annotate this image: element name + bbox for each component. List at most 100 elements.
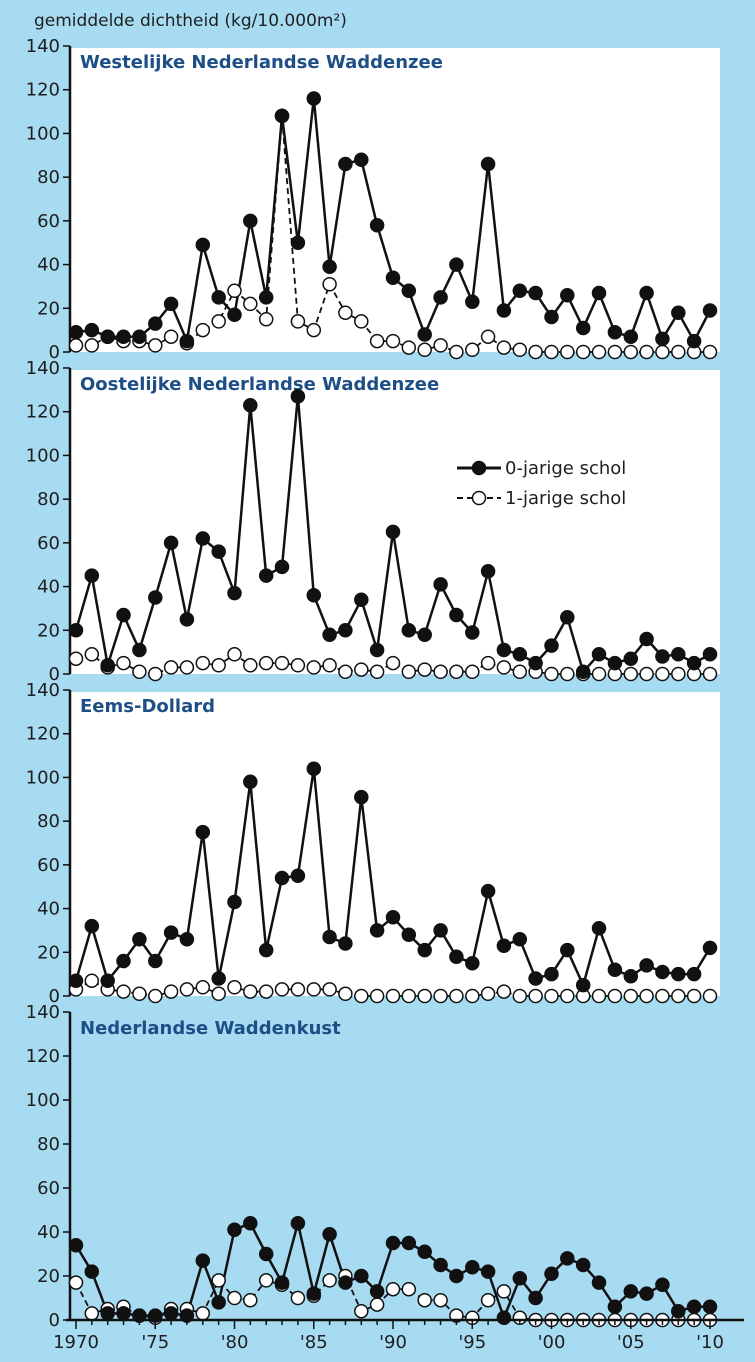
data-point-1-jarige <box>496 984 512 999</box>
y-tick-label: 120 <box>26 402 60 423</box>
data-point-1-jarige <box>496 340 512 355</box>
data-point-1-jarige <box>480 1292 496 1308</box>
data-point-0-jarige <box>195 1253 211 1268</box>
data-point-1-jarige <box>68 1275 84 1290</box>
data-point-1-jarige <box>258 311 274 327</box>
data-point-1-jarige <box>354 988 369 1004</box>
data-point-0-jarige <box>148 316 163 331</box>
data-point-1-jarige <box>560 988 575 1004</box>
data-point-1-jarige <box>655 666 670 682</box>
data-point-1-jarige <box>671 344 686 360</box>
data-point-0-jarige <box>338 936 353 951</box>
data-point-1-jarige <box>290 314 306 329</box>
data-point-0-jarige <box>480 156 496 172</box>
data-point-1-jarige <box>306 982 322 997</box>
data-point-0-jarige <box>306 1286 322 1301</box>
data-point-0-jarige <box>449 257 464 272</box>
data-point-1-jarige <box>116 984 131 999</box>
data-point-0-jarige <box>227 894 242 910</box>
data-point-1-jarige <box>496 660 512 675</box>
data-point-0-jarige <box>575 320 591 336</box>
data-point-0-jarige <box>591 285 607 301</box>
data-point-1-jarige <box>623 344 639 360</box>
data-point-1-jarige <box>306 660 322 675</box>
data-point-0-jarige <box>211 290 226 305</box>
data-point-0-jarige <box>306 761 322 776</box>
data-point-0-jarige <box>274 559 290 575</box>
data-point-0-jarige <box>702 1299 718 1315</box>
data-point-1-jarige <box>369 333 385 349</box>
data-point-1-jarige <box>306 322 322 338</box>
data-point-0-jarige <box>401 927 417 943</box>
data-point-0-jarige <box>686 1299 702 1315</box>
x-tick-label: '90 <box>379 1332 407 1353</box>
x-tick-label: 1970 <box>53 1332 99 1353</box>
data-point-1-jarige <box>496 1284 512 1299</box>
x-axis: 1970 '75 '80 '85 '90 '95 '00 '05 '10 <box>53 1318 744 1353</box>
data-point-0-jarige <box>132 931 147 947</box>
data-point-0-jarige <box>274 108 290 124</box>
data-point-1-jarige <box>211 658 226 673</box>
legend: 0-jarige schol 1-jarige schol <box>457 458 626 509</box>
data-point-0-jarige <box>258 942 274 958</box>
data-point-0-jarige <box>243 774 258 790</box>
panel-title: Oostelijke Nederlandse Waddenzee <box>80 374 439 395</box>
data-point-1-jarige <box>148 988 163 1004</box>
data-point-1-jarige <box>607 344 623 360</box>
data-point-1-jarige <box>322 982 337 997</box>
y-tick-label: 40 <box>37 577 60 598</box>
data-point-0-jarige <box>211 1295 226 1310</box>
legend-marker-1-jarige <box>471 490 487 506</box>
data-point-1-jarige <box>354 662 369 677</box>
data-point-1-jarige <box>84 338 100 353</box>
data-point-0-jarige <box>84 1264 100 1279</box>
data-point-0-jarige <box>623 651 639 666</box>
data-point-1-jarige <box>195 322 211 338</box>
data-point-0-jarige <box>528 971 543 986</box>
data-point-0-jarige <box>544 638 559 653</box>
data-point-0-jarige <box>671 966 686 982</box>
data-point-1-jarige <box>290 982 306 997</box>
data-point-1-jarige <box>274 982 290 997</box>
data-point-1-jarige <box>163 984 179 999</box>
data-point-1-jarige <box>163 660 179 675</box>
y-tick-label: 100 <box>26 445 60 466</box>
data-point-0-jarige <box>496 938 512 953</box>
data-point-1-jarige <box>623 988 639 1004</box>
data-point-0-jarige <box>512 283 528 299</box>
data-point-0-jarige <box>258 290 274 305</box>
data-point-1-jarige <box>401 1281 417 1297</box>
data-point-1-jarige <box>322 276 337 292</box>
y-tick-label: 140 <box>26 36 60 57</box>
data-point-1-jarige <box>258 984 274 999</box>
data-point-1-jarige <box>274 655 290 671</box>
data-point-0-jarige <box>528 285 543 301</box>
data-point-0-jarige <box>607 325 623 340</box>
data-point-0-jarige <box>671 647 686 662</box>
data-point-1-jarige <box>560 344 575 360</box>
data-point-0-jarige <box>369 217 385 233</box>
data-point-0-jarige <box>243 397 258 413</box>
data-point-0-jarige <box>702 940 718 956</box>
y-tick-label: 0 <box>49 1310 60 1331</box>
data-point-1-jarige <box>322 1273 337 1288</box>
data-point-1-jarige <box>607 988 623 1004</box>
y-tick-label: 60 <box>37 855 60 876</box>
data-point-1-jarige <box>686 988 702 1004</box>
data-point-0-jarige <box>322 1226 337 1242</box>
y-tick-label: 60 <box>37 533 60 554</box>
data-point-0-jarige <box>100 329 115 344</box>
data-point-1-jarige <box>211 1273 226 1288</box>
y-tick-label: 100 <box>26 767 60 788</box>
data-point-0-jarige <box>433 923 448 938</box>
data-point-0-jarige <box>369 923 385 938</box>
data-point-0-jarige <box>702 303 718 318</box>
data-point-0-jarige <box>528 655 543 671</box>
data-point-1-jarige <box>702 666 718 682</box>
data-point-1-jarige <box>338 305 353 320</box>
data-point-1-jarige <box>702 344 718 360</box>
data-point-1-jarige <box>480 655 496 671</box>
data-point-1-jarige <box>354 314 369 329</box>
data-point-0-jarige <box>338 1275 353 1290</box>
data-point-0-jarige <box>512 647 528 662</box>
